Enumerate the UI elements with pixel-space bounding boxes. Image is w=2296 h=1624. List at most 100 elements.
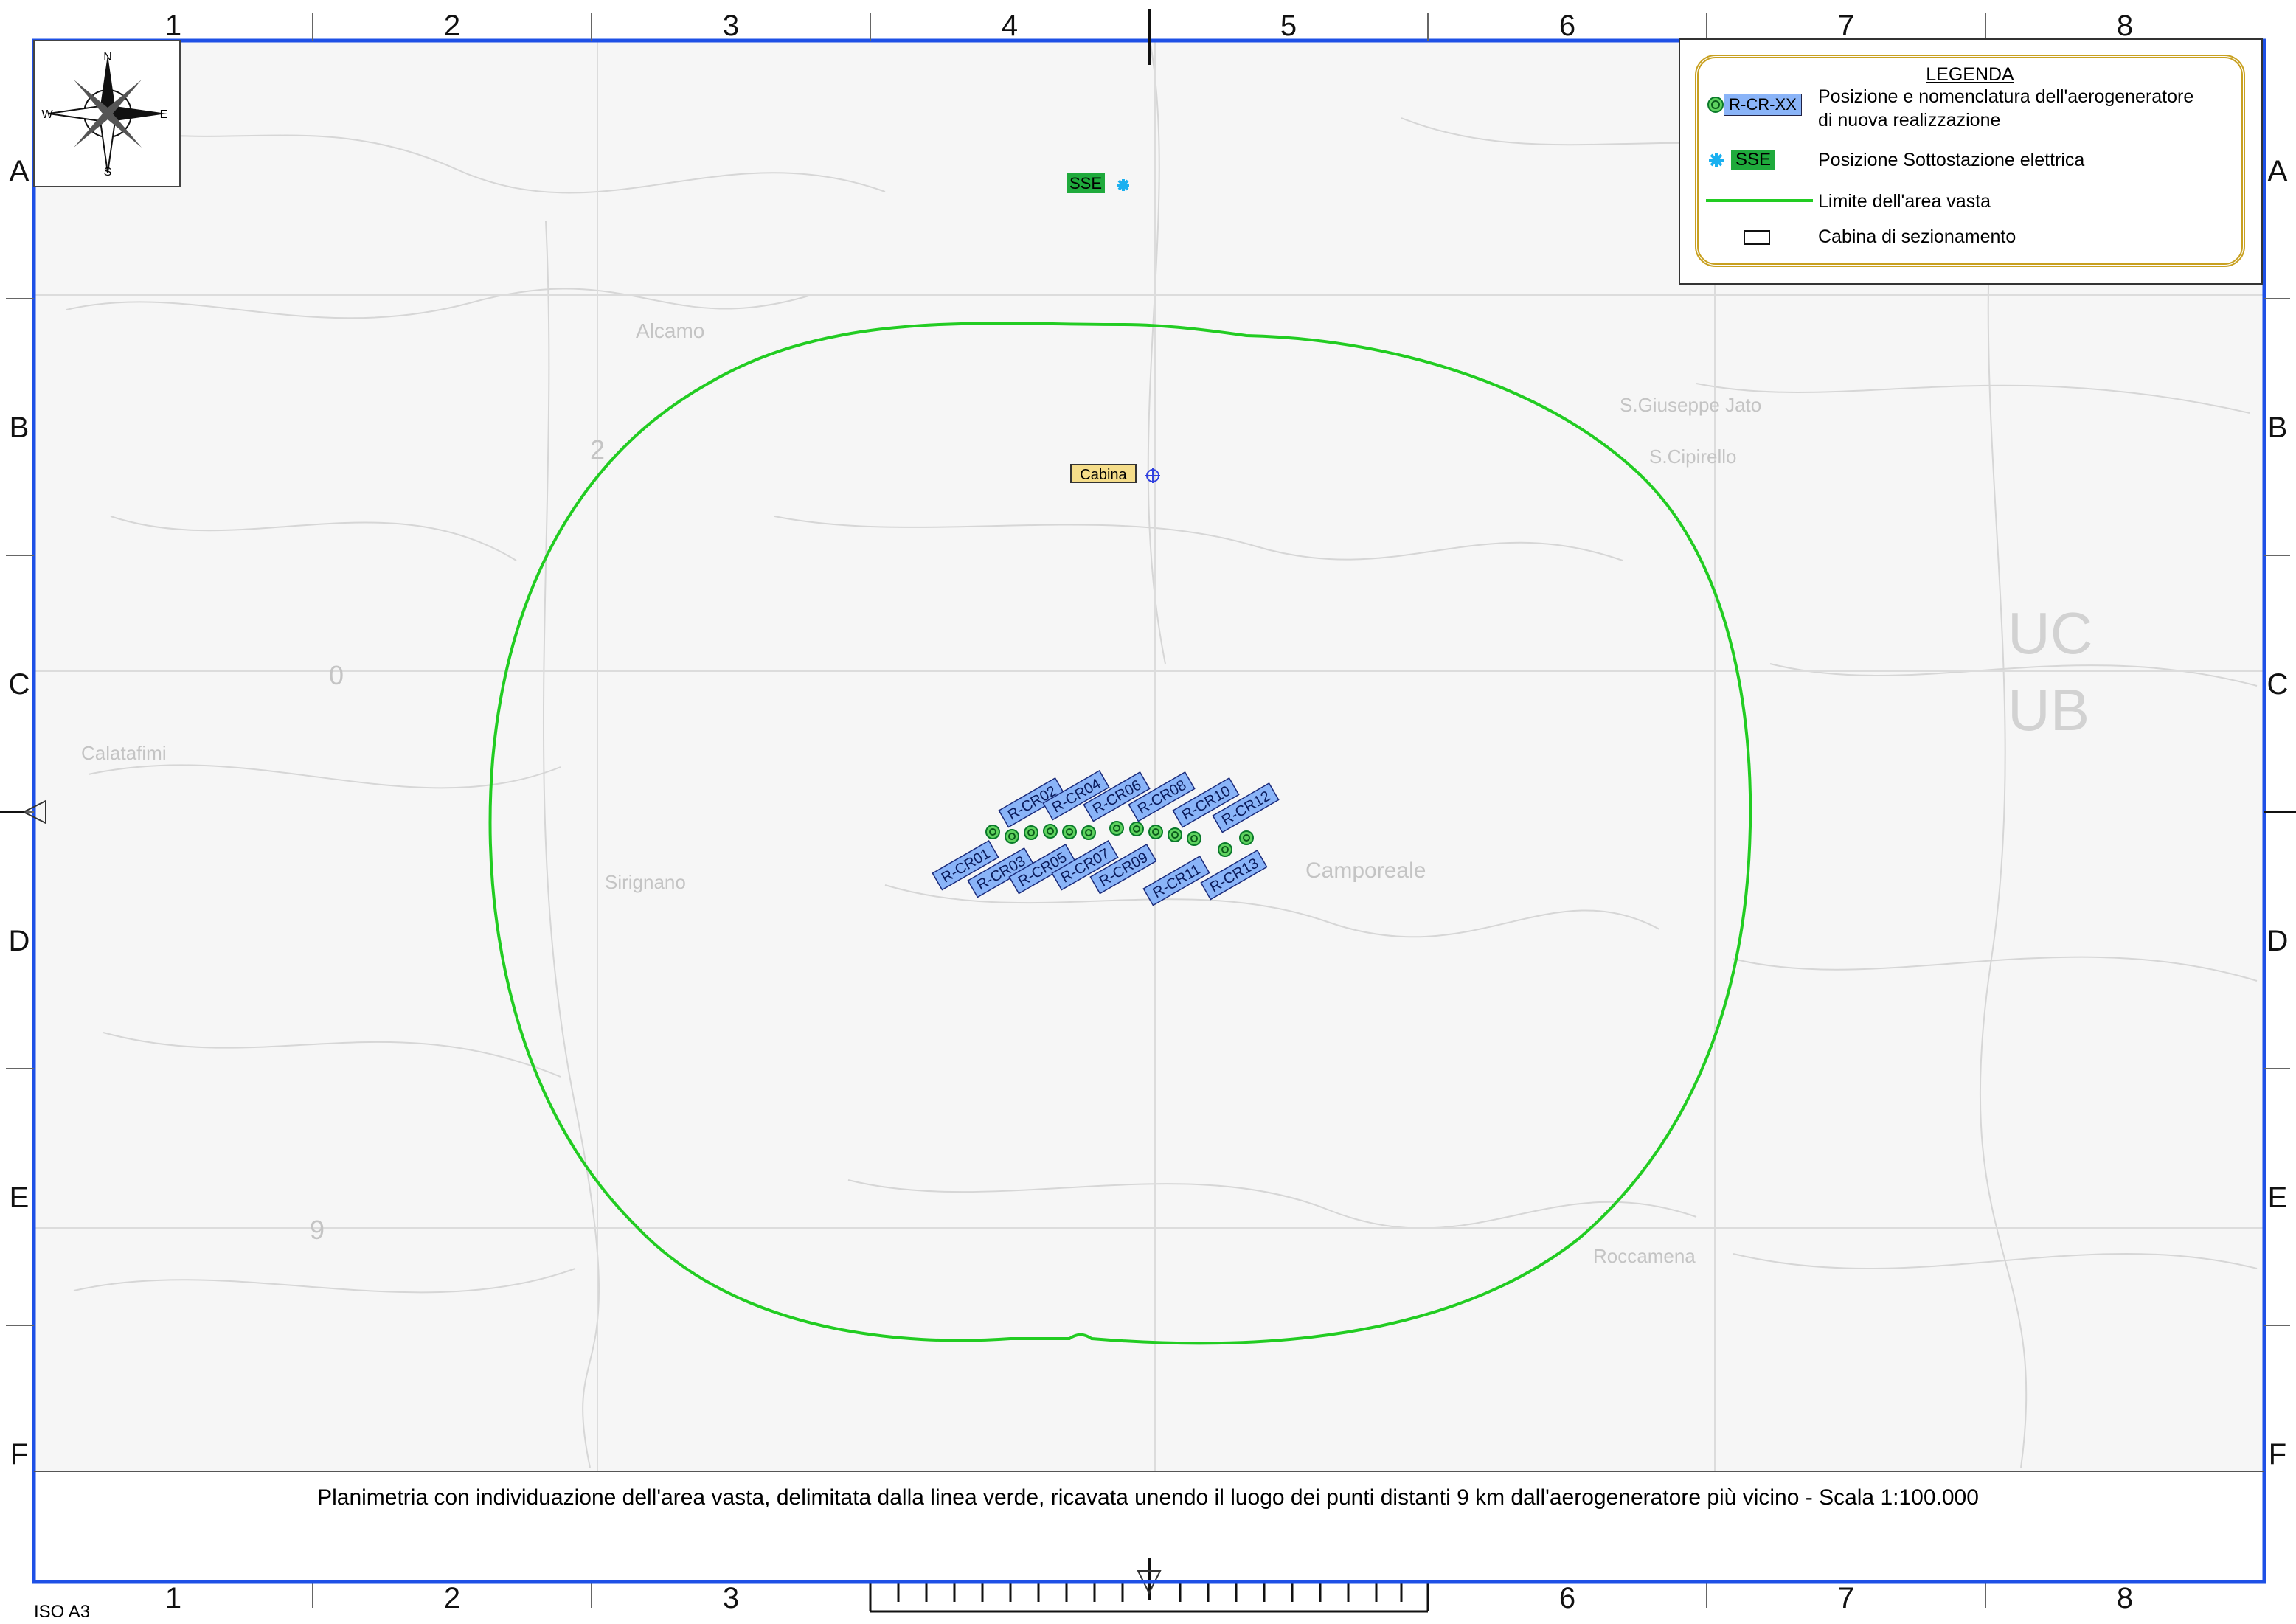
turbine-icon [1707,97,1724,113]
turbine-label-box [932,839,999,891]
cabin-icon [1145,468,1160,483]
turbine-marker[interactable] [1043,824,1058,839]
basemap-labels: Calatafimi Sirignano Camporeale S.Giusep… [81,319,2093,1267]
turbine-marker[interactable] [1129,822,1144,836]
turbine-icon [1043,824,1058,839]
row-label: F [10,1438,28,1471]
turbine-icon-core [1008,833,1016,840]
substation-icon [1709,153,1724,167]
turbine-marker[interactable] [1024,825,1038,840]
column-label: 2 [444,10,460,42]
place-name: Alcamo [636,319,704,342]
column-label: 1 [165,1582,181,1614]
turbine-marker[interactable] [1187,831,1201,846]
grid-digit: 2 [590,434,605,465]
legend-title: LEGENDA [1926,64,2014,85]
turbine-marker[interactable] [985,825,1000,839]
column-label: 3 [723,1582,739,1614]
turbine-icon [1239,830,1254,845]
turbine-icon-core [1113,825,1120,832]
turbine-label-box [1200,849,1268,901]
grid-digit: 9 [310,1215,325,1245]
row-label: B [2268,412,2288,444]
row-label: A [10,155,30,187]
column-label: 2 [444,1582,460,1614]
turbine-marker[interactable] [1062,825,1077,839]
turbine-icon-core [1047,827,1054,835]
turbine-label-box [1042,769,1110,821]
row-label: D [9,925,30,957]
legend-item-turbine: R-CR-XX Posizione e nomenclatura dell'ae… [1699,85,2244,136]
turbine-layer: R-CR01R-CR02R-CR03R-CR04R-CR05R-CR06R-CR… [932,769,1280,906]
area-vasta-boundary [488,322,1752,1345]
row-label: F [2269,1438,2286,1471]
column-label: 7 [1838,10,1854,42]
turbine-label-box [1083,771,1151,822]
column-label: 1 [165,10,181,42]
map-caption: Planimetria con individuazione dell'area… [317,1485,1979,1510]
turbine-label-box [1089,843,1157,895]
column-label: 6 [1559,10,1575,42]
turbine-marker[interactable] [1148,825,1163,839]
turbine-icon-core [1027,829,1035,836]
turbine-icon [1024,825,1038,840]
row-label: C [9,668,30,701]
turbine-marker[interactable] [1081,825,1096,840]
turbine-marker[interactable] [1109,821,1124,836]
column-label: 7 [1838,1582,1854,1614]
legend-item-cabin: Cabina di sezionamento [1699,223,2244,249]
compass-east: E [160,108,168,121]
place-name: Sirignano [605,871,686,893]
turbine-label-box [967,847,1035,898]
row-label: B [10,412,30,444]
turbine-marker[interactable] [1218,842,1232,857]
substation-icon [1117,179,1129,191]
turbine-label-box [1172,777,1240,828]
turbine-icon-core [1152,828,1159,836]
substation-label: SSE [1069,174,1102,192]
turbine-icon [1148,825,1163,839]
turbine-icon-core [1066,828,1073,836]
column-label: 8 [2117,1582,2133,1614]
compass-south: S [104,166,112,178]
legend-turbine-symbol: R-CR-XX [1724,94,1802,116]
turbine-label-box [1051,839,1119,891]
compass-rose-icon: N S E W [33,40,181,187]
cabin-icon [1744,230,1770,245]
cabin-marker[interactable]: Cabina [1070,464,1160,483]
row-label: E [10,1181,30,1214]
place-name: S.Cipirello [1649,445,1737,468]
row-labels: A B C D E F A B C D E F [9,155,2289,1471]
turbine-marker[interactable] [1239,830,1254,845]
turbine-icon [1062,825,1077,839]
turbine-label-box [1212,782,1280,833]
turbine-icon-core [1133,825,1140,833]
column-label: 4 [1002,10,1018,42]
turbine-label-box [1008,843,1076,895]
sheet-mark: UC [2008,600,2093,666]
grid-digit: 0 [329,660,344,690]
turbine-icon [1129,822,1144,836]
turbine-icon [1005,829,1019,844]
legend-text-line: di nuova realizzazione [1818,110,2001,131]
turbine-icon [1109,821,1124,836]
turbine-icon-core [1221,846,1229,853]
column-label: 6 [1559,1582,1575,1614]
row-label: D [2267,925,2289,957]
place-name: S.Giuseppe Jato [1620,394,1761,416]
turbine-label-box [998,777,1066,828]
place-name: Calatafimi [81,742,167,764]
paper-size-label: ISO A3 [34,1602,91,1622]
column-ticks [312,13,1986,1608]
legend-turbine-text: Posizione e nomenclatura dell'aerogenera… [1818,85,2238,132]
boundary-line-icon [1706,199,1813,202]
turbine-marker[interactable] [1005,829,1019,844]
turbine-icon-core [1171,831,1179,839]
substation-marker[interactable]: SSE [1067,173,1129,193]
turbine-icon [985,825,1000,839]
turbine-marker[interactable] [1168,827,1182,842]
legend-frame: LEGENDA R-CR-XX Posizione e nomenclatura… [1695,55,2245,267]
turbine-icon [1218,842,1232,857]
legend-text-line: Posizione e nomenclatura dell'aerogenera… [1818,86,2194,107]
turbine-icon-core [989,828,996,836]
